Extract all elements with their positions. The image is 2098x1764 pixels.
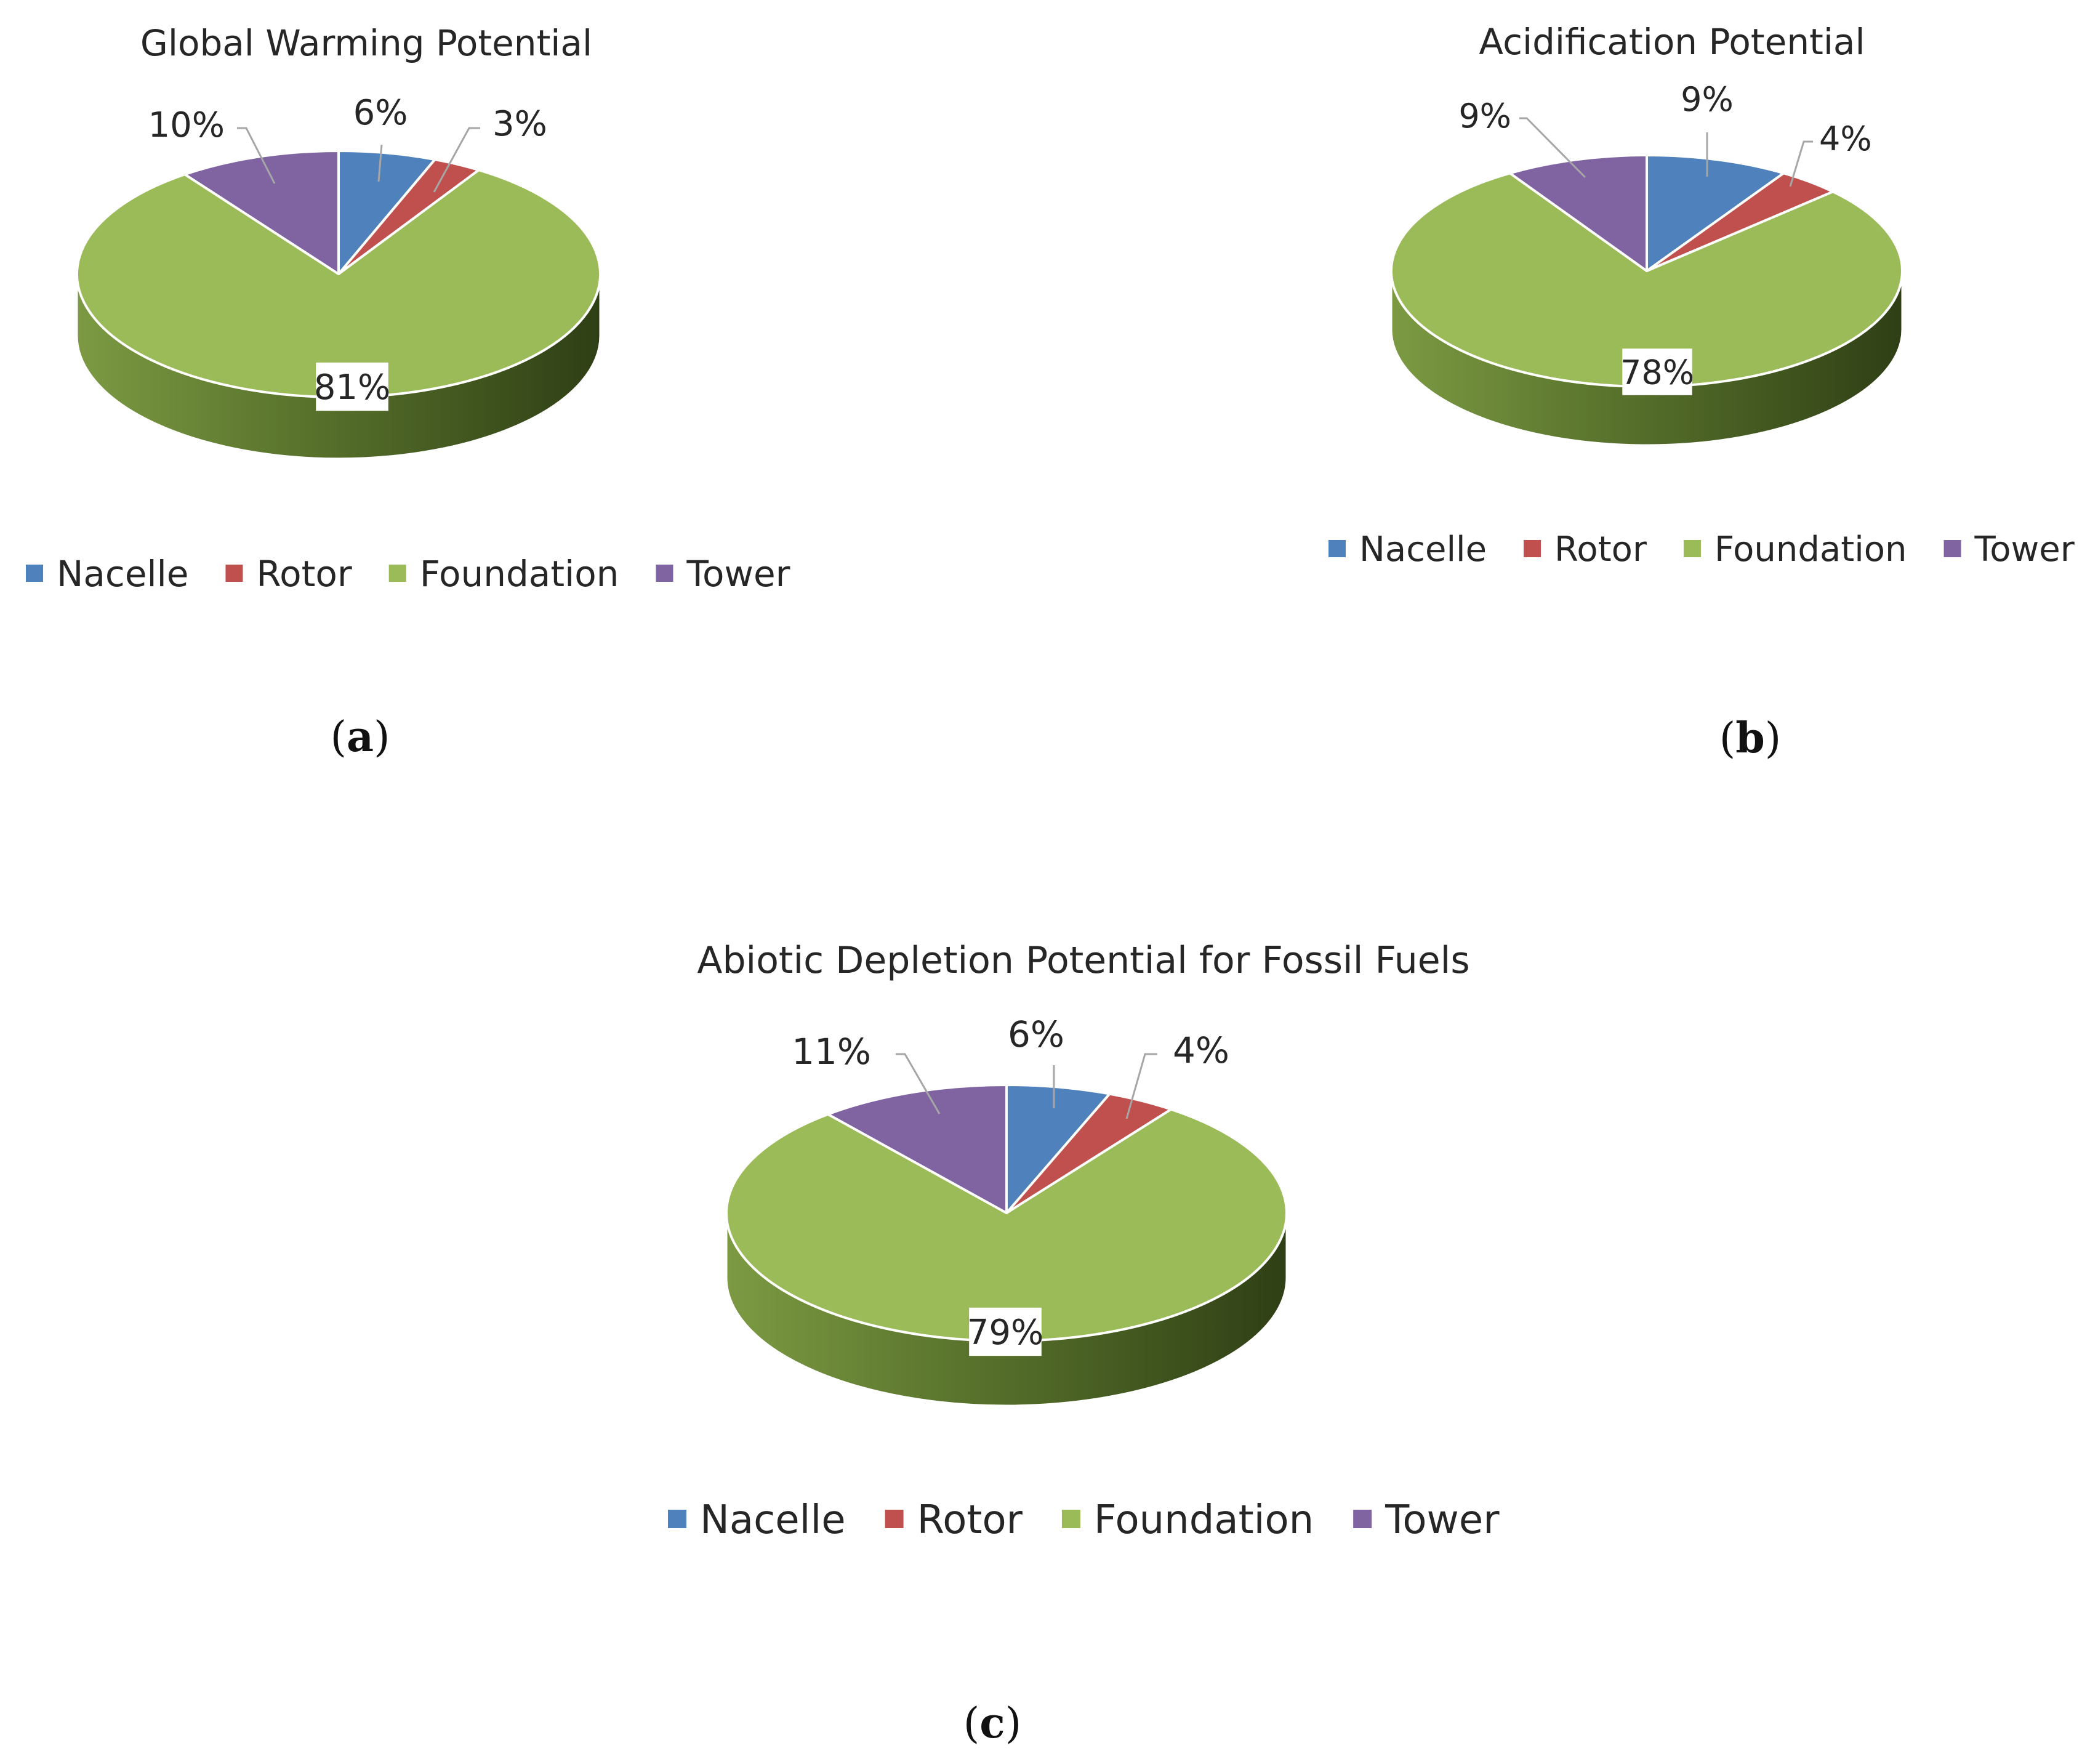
chart-a-legend-label-nacelle: Nacelle [57, 553, 188, 595]
chart-b-main-label-box [1622, 348, 1692, 395]
chart-b-panel-label: (b) [1719, 714, 1782, 763]
chart-c-legend: Nacelle Rotor Foundation Tower [668, 1497, 1500, 1543]
chart-b-legend-swatch-foundation [1683, 540, 1701, 557]
chart-a-label-foundation: 81% [314, 368, 390, 408]
chart-c-legend-swatch-nacelle [668, 1510, 686, 1528]
chart-c-legend-label-nacelle: Nacelle [700, 1497, 846, 1543]
chart-b-label-tower: 9% [1458, 97, 1511, 135]
chart-a-title: Global Warming Potential [140, 22, 592, 64]
chart-c-legend-swatch-tower [1353, 1510, 1372, 1528]
chart-a-legend-swatch-tower [656, 565, 673, 582]
chart-a-slice-nacelle [337, 150, 436, 275]
chart-a-legend-swatch-foundation [388, 565, 406, 582]
chart-c-leader-rotor [1125, 1053, 1157, 1119]
chart-a-legend-label-tower: Tower [686, 553, 790, 595]
chart-a-legend-label-rotor: Rotor [256, 553, 352, 595]
chart-c-legend-swatch-rotor [885, 1510, 904, 1528]
chart-b-legend-label-tower: Tower [1974, 530, 2075, 570]
chart-b: Acidification Potential 78% 9% 4% 9% Nacell… [1328, 21, 2075, 763]
chart-c-pie: 79% 6% 4% 11% [725, 1013, 1288, 1407]
chart-a-legend-swatch-nacelle [26, 565, 43, 582]
chart-c-label-nacelle: 6% [1008, 1013, 1064, 1055]
chart-c-main-label-box [969, 1307, 1042, 1356]
chart-c-label-foundation: 79% [967, 1313, 1043, 1353]
chart-a-leader-rotor [433, 127, 480, 193]
chart-b-legend-swatch-tower [1943, 540, 1961, 557]
chart-a-label-nacelle: 6% [353, 93, 408, 133]
chart-b-label-rotor: 4% [1819, 119, 1872, 158]
chart-c-title: Abiotic Depletion Potential for Fossil F… [697, 939, 1469, 982]
chart-c-legend-label-foundation: Foundation [1094, 1497, 1314, 1543]
chart-b-label-foundation: 78% [1620, 353, 1694, 392]
chart-c-panel-label: (c) [963, 1699, 1021, 1748]
chart-b-legend-label-nacelle: Nacelle [1359, 530, 1487, 570]
chart-a-main-label-box [316, 362, 388, 411]
chart-b-leader-tower [1519, 117, 1586, 179]
chart-b-pie: 78% 9% 4% 9% [1390, 80, 1903, 446]
chart-c-label-tower: 11% [792, 1031, 871, 1073]
chart-c-legend-swatch-foundation [1061, 1510, 1080, 1528]
chart-a-pie: 81% 6% 3% 10% [76, 93, 601, 460]
chart-a-leader-nacelle [377, 144, 383, 182]
chart-c-legend-label-tower: Tower [1385, 1497, 1500, 1543]
chart-b-slice-nacelle [1646, 154, 1785, 272]
chart-b-legend-swatch-rotor [1524, 540, 1541, 557]
chart-a-label-tower: 10% [148, 105, 225, 145]
chart-b-legend-label-rotor: Rotor [1554, 530, 1647, 570]
chart-c: Abiotic Depletion Potential for Fossil F… [668, 939, 1500, 1748]
chart-a-label-rotor: 3% [492, 104, 547, 144]
chart-a-legend-swatch-rotor [225, 565, 243, 582]
chart-a: Global Warming Potential 81% 6% 3% 10% Nace… [26, 22, 790, 762]
chart-b-leader-rotor [1789, 140, 1813, 187]
chart-b-legend: Nacelle Rotor Foundation Tower [1328, 530, 2075, 570]
chart-c-slice-nacelle [1005, 1084, 1111, 1214]
chart-a-legend: Nacelle Rotor Foundation Tower [26, 553, 790, 595]
chart-b-legend-label-foundation: Foundation [1714, 530, 1907, 570]
chart-a-legend-label-foundation: Foundation [420, 553, 619, 595]
chart-c-slice-tower [826, 1084, 1008, 1214]
chart-a-leader-tower [237, 127, 276, 184]
chart-b-slice-foundation [1390, 172, 1903, 388]
chart-c-legend-label-rotor: Rotor [917, 1497, 1023, 1543]
chart-a-slice-tower [183, 150, 340, 275]
chart-c-leader-tower [896, 1053, 941, 1114]
chart-a-panel-label: (a) [330, 712, 390, 762]
chart-b-title: Acidification Potential [1479, 21, 1865, 63]
chart-b-legend-swatch-nacelle [1328, 540, 1346, 557]
chart-b-label-nacelle: 9% [1681, 80, 1734, 119]
chart-c-label-rotor: 4% [1173, 1029, 1229, 1071]
chart-b-slice-tower [1508, 154, 1648, 272]
